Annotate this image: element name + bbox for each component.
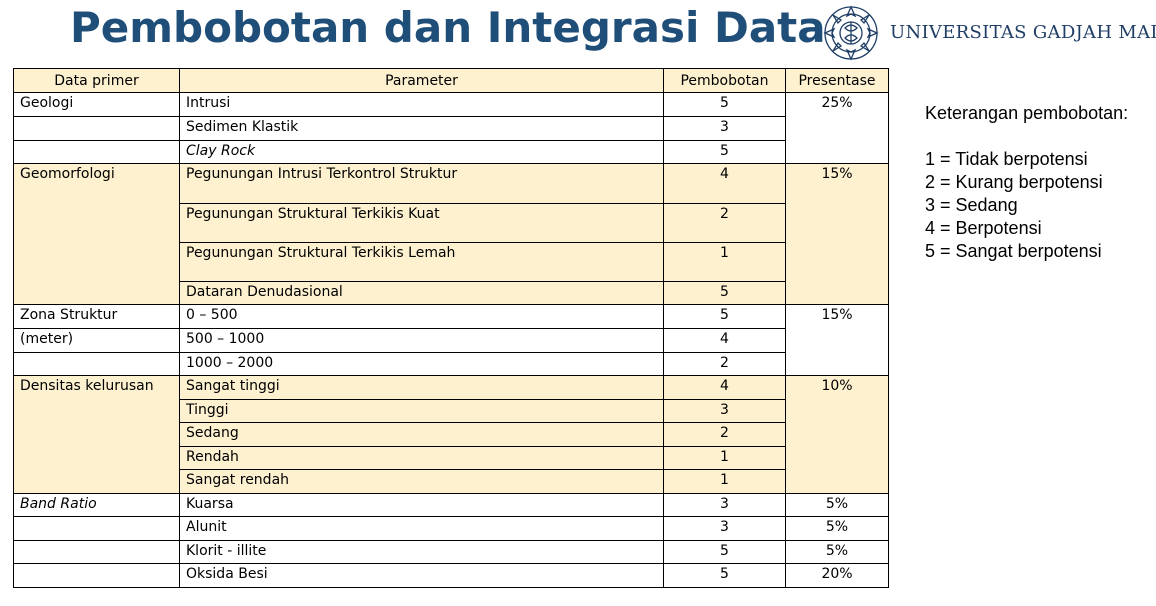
cell-pembobotan: 1 xyxy=(663,446,786,470)
header-presentase: Presentase xyxy=(785,68,889,93)
cell-pembobotan: 5 xyxy=(663,304,786,329)
cell-pembobotan: 5 xyxy=(663,281,786,305)
cell-parameter: Oksida Besi xyxy=(179,563,664,588)
legend-item: 2 = Kurang berpotensi xyxy=(925,172,1103,192)
cell-parameter: Alunit xyxy=(179,516,664,541)
table-row: 1000 – 2000 2 xyxy=(13,352,889,376)
cell-pembobotan: 5 xyxy=(663,540,786,564)
header-pembobotan: Pembobotan xyxy=(663,68,786,93)
legend-item: 4 = Berpotensi xyxy=(925,218,1042,238)
table-row: Geologi Intrusi 5 25% xyxy=(13,92,889,164)
cell-pembobotan: 5 xyxy=(663,92,786,117)
cell-data-primer xyxy=(13,140,180,164)
cell-data-primer: Band Ratio xyxy=(13,493,180,517)
table-row: Band Ratio Kuarsa 3 5% xyxy=(13,493,889,517)
table-row: Sangat rendah 1 xyxy=(14,469,889,494)
cell-data-primer: (meter) xyxy=(13,328,180,353)
cell-parameter: Sangat rendah xyxy=(179,469,664,494)
cell-pembobotan: 4 xyxy=(663,328,786,353)
cell-data-primer xyxy=(13,516,180,541)
cell-data-primer xyxy=(13,352,180,376)
cell-presentase: 20% xyxy=(785,563,889,588)
cell-presentase: 10% xyxy=(785,375,889,494)
cell-presentase: 5% xyxy=(785,493,889,517)
cell-presentase: 5% xyxy=(785,540,889,564)
cell-pembobotan: 2 xyxy=(663,352,786,376)
cell-parameter: Pegunungan Intrusi Terkontrol Struktur xyxy=(179,163,664,204)
weighting-legend: Keterangan pembobotan: 1 = Tidak berpote… xyxy=(925,102,1128,263)
table-row: Oksida Besi 5 20% xyxy=(13,563,889,588)
cell-parameter: 1000 – 2000 xyxy=(179,352,664,376)
cell-parameter: 500 – 1000 xyxy=(179,328,664,353)
cell-data-primer xyxy=(13,540,180,564)
cell-data-primer: Geomorfologi xyxy=(13,163,180,305)
cell-pembobotan: 3 xyxy=(663,516,786,541)
table-row: Clay Rock 5 xyxy=(13,140,889,164)
cell-parameter: Rendah xyxy=(179,446,664,470)
cell-parameter: Kuarsa xyxy=(179,493,664,517)
cell-parameter: Tinggi xyxy=(179,399,664,423)
cell-pembobotan: 5 xyxy=(663,563,786,588)
cell-data-primer: Densitas kelurusan xyxy=(13,375,180,494)
cell-presentase: 5% xyxy=(785,516,889,541)
cell-parameter: Dataran Denudasional xyxy=(179,281,664,305)
table-row: Rendah 1 xyxy=(14,446,889,470)
cell-pembobotan: 1 xyxy=(663,242,786,282)
cell-pembobotan: 1 xyxy=(663,469,786,494)
cell-parameter: Sedimen Klastik xyxy=(179,116,664,141)
cell-data-primer xyxy=(13,116,180,141)
table-row: Pegunungan Struktural Terkikis Lemah 1 xyxy=(14,242,889,282)
header-parameter: Parameter xyxy=(179,68,664,93)
table-row: Tinggi 3 xyxy=(14,399,889,423)
cell-parameter: Sangat tinggi xyxy=(179,375,664,400)
cell-parameter: 0 – 500 xyxy=(179,304,664,329)
legend-item: 3 = Sedang xyxy=(925,195,1018,215)
cell-pembobotan: 5 xyxy=(663,140,786,164)
legend-item: 5 = Sangat berpotensi xyxy=(925,241,1102,261)
cell-pembobotan: 3 xyxy=(663,493,786,517)
legend-item: 1 = Tidak berpotensi xyxy=(925,149,1088,169)
cell-parameter: Sedang xyxy=(179,422,664,447)
weighting-table: Data primer Parameter Pembobotan Present… xyxy=(13,68,889,588)
table-row: Zona Struktur 0 – 500 5 15% xyxy=(13,304,889,376)
cell-presentase: 25% xyxy=(785,92,889,164)
cell-parameter: Klorit - illite xyxy=(179,540,664,564)
cell-data-primer: Zona Struktur xyxy=(13,304,180,329)
cell-pembobotan: 2 xyxy=(663,422,786,447)
cell-parameter: Pegunungan Struktural Terkikis Lemah xyxy=(179,242,664,282)
table-row: Geomorfologi Pegunungan Intrusi Terkontr… xyxy=(13,163,889,305)
cell-parameter: Intrusi xyxy=(179,92,664,117)
cell-parameter: Clay Rock xyxy=(179,140,664,164)
cell-data-primer: Geologi xyxy=(13,92,180,117)
cell-pembobotan: 3 xyxy=(663,399,786,423)
slide-title: Pembobotan dan Integrasi Data xyxy=(70,3,826,52)
header-data-primer: Data primer xyxy=(13,68,180,93)
cell-pembobotan: 2 xyxy=(663,203,786,243)
cell-pembobotan: 4 xyxy=(663,375,786,400)
cell-pembobotan: 4 xyxy=(663,163,786,204)
table-header-row: Data primer Parameter Pembobotan Present… xyxy=(13,68,889,93)
cell-presentase: 15% xyxy=(785,163,889,305)
table-row: Alunit 3 5% xyxy=(13,516,889,541)
table-row: (meter) 500 – 1000 4 xyxy=(13,328,889,353)
university-logo: UNIVERSITAS GADJAH MADA xyxy=(822,4,1156,62)
table-row: Sedimen Klastik 3 xyxy=(13,116,889,141)
table-row: Pegunungan Struktural Terkikis Kuat 2 xyxy=(14,203,889,243)
table-row: Klorit - illite 5 5% xyxy=(13,540,889,564)
cell-parameter: Pegunungan Struktural Terkikis Kuat xyxy=(179,203,664,243)
table-row: Densitas kelurusan Sangat tinggi 4 10% xyxy=(13,375,889,494)
cell-pembobotan: 3 xyxy=(663,116,786,141)
ugm-emblem-icon xyxy=(823,5,879,61)
legend-title: Keterangan pembobotan: xyxy=(925,103,1129,123)
university-name: UNIVERSITAS GADJAH MADA xyxy=(890,22,1156,43)
cell-data-primer xyxy=(13,563,180,588)
cell-presentase: 15% xyxy=(785,304,889,376)
